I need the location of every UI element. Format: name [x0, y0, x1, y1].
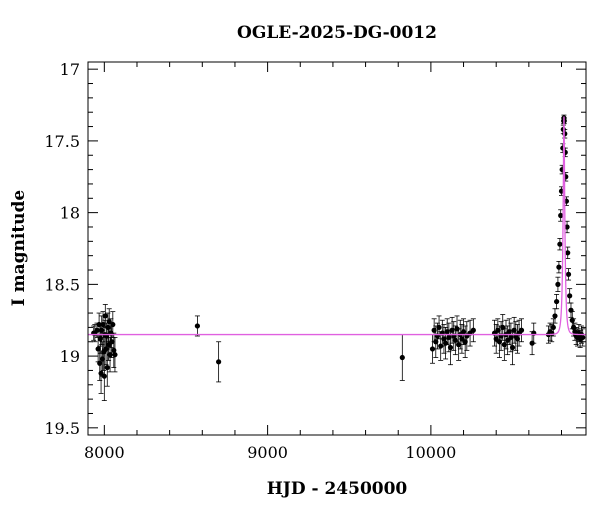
point-marker: [399, 354, 405, 361]
data-point: [194, 315, 200, 337]
point-marker: [429, 346, 436, 352]
data-point: [556, 261, 562, 274]
data-point: [112, 337, 118, 373]
point-marker: [550, 324, 556, 331]
data-point: [580, 328, 586, 347]
y-tick-label: 18: [60, 204, 80, 223]
plot-frame: [87, 61, 587, 436]
point-marker: [558, 212, 564, 219]
data-point: [429, 334, 436, 364]
point-marker: [436, 324, 442, 331]
axis-ticks: 8000 9000 10000 17 17.5 18 18.5 19 19.5: [44, 60, 586, 462]
y-tick-label: 19.5: [44, 419, 80, 438]
point-marker: [109, 339, 115, 345]
point-marker: [509, 344, 516, 351]
y-tick-label: 18.5: [44, 275, 80, 294]
data-point: [467, 319, 473, 347]
point-marker: [216, 359, 222, 365]
point-marker: [557, 241, 563, 247]
y-axis-label: I magnitude: [9, 190, 29, 307]
point-marker: [580, 334, 586, 341]
point-marker: [97, 360, 103, 366]
data-point: [557, 238, 563, 251]
point-marker: [99, 327, 105, 333]
point-marker: [554, 298, 560, 305]
plot-content: [88, 114, 586, 401]
point-marker: [552, 313, 558, 319]
data-point: [565, 268, 572, 281]
point-marker: [102, 313, 108, 319]
data-point: [554, 294, 560, 310]
point-marker: [101, 373, 107, 379]
x-axis-label: HJD - 2450000: [267, 479, 408, 499]
point-marker: [447, 344, 454, 351]
data-point: [216, 341, 222, 383]
data-point: [447, 329, 454, 366]
point-marker: [194, 323, 200, 329]
data-point: [470, 318, 476, 343]
data-point: [568, 302, 574, 318]
point-marker: [112, 352, 118, 358]
point-marker: [104, 364, 110, 371]
data-point: [104, 348, 110, 387]
chart-title: OGLE-2025-DG-0012: [237, 23, 437, 43]
x-tick-label: 9000: [247, 443, 288, 462]
data-point: [564, 220, 570, 234]
x-tick-label: 10000: [405, 443, 456, 462]
point-marker: [565, 250, 571, 256]
data-point: [518, 318, 525, 343]
data-point: [399, 334, 405, 381]
data-point: [558, 209, 564, 222]
y-tick-label: 17.5: [44, 132, 80, 151]
point-marker: [556, 264, 562, 270]
point-marker: [94, 327, 100, 333]
y-tick-label: 17: [60, 60, 80, 79]
point-marker: [565, 271, 572, 277]
point-marker: [518, 327, 525, 333]
data-point: [555, 276, 561, 292]
point-marker: [555, 281, 561, 287]
data-point: [565, 246, 571, 259]
point-marker: [564, 224, 570, 230]
x-tick-label: 8000: [84, 443, 125, 462]
data-point: [567, 288, 573, 304]
point-marker: [567, 293, 573, 299]
point-marker: [110, 321, 116, 328]
point-marker: [470, 327, 476, 333]
data-point: [101, 351, 107, 401]
y-tick-label: 19: [60, 347, 80, 366]
model-curve: [88, 116, 586, 336]
